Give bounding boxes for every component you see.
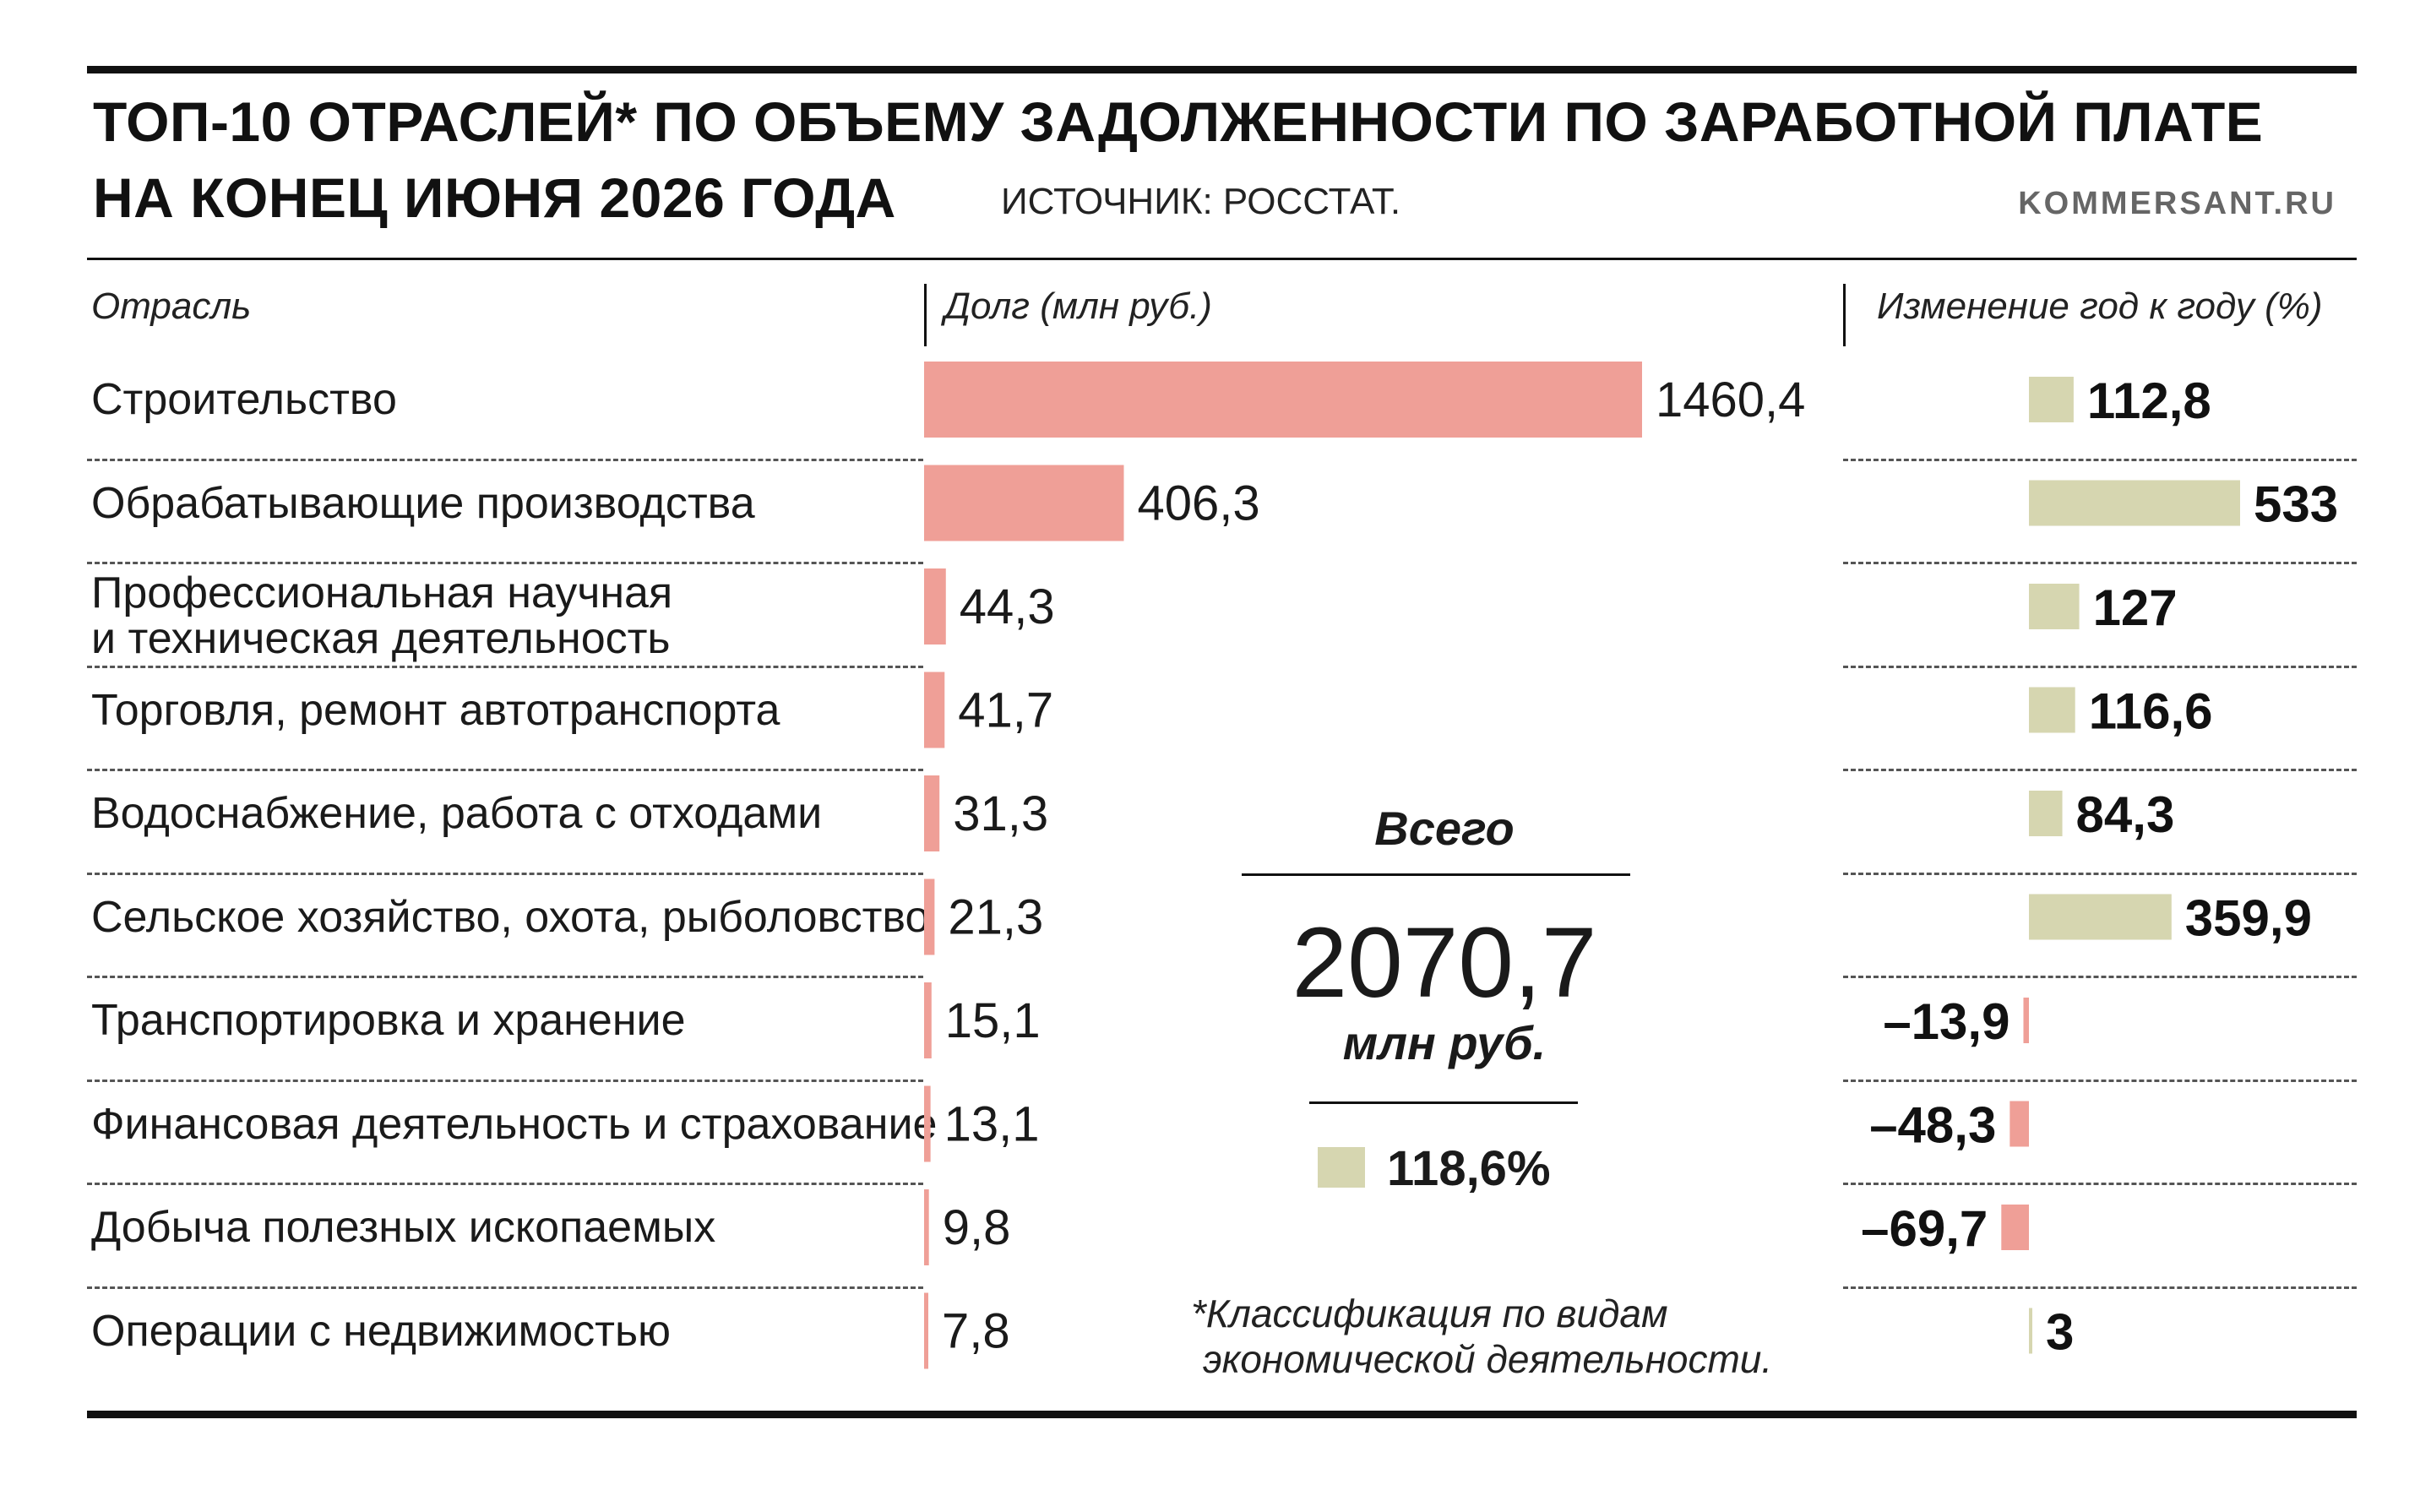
- bottom-rule: [87, 1411, 2357, 1418]
- category-label: Строительство: [91, 375, 397, 424]
- row-separator: [87, 976, 923, 978]
- change-bar: [2029, 791, 2063, 836]
- debt-value-label: 406,3: [1137, 476, 1259, 531]
- top-rule: [87, 66, 2357, 73]
- debt-bar: [924, 982, 932, 1058]
- row-separator: [1843, 1079, 2357, 1082]
- total-change-value: 118,6%: [1387, 1141, 1551, 1196]
- change-bar: [2001, 1205, 2029, 1250]
- change-bar: [2029, 584, 2080, 629]
- debt-value-label: 9,8: [943, 1200, 1011, 1255]
- row-separator: [1843, 1183, 2357, 1185]
- change-bar: [2029, 894, 2172, 940]
- debt-bar: [924, 1292, 928, 1369]
- debt-value-label: 31,3: [953, 786, 1048, 841]
- change-bar: [2029, 377, 2074, 422]
- footnote-line1: *Классификация по видам: [1191, 1292, 1668, 1335]
- debt-bar: [924, 362, 1642, 438]
- debt-value-label: 15,1: [945, 993, 1041, 1048]
- debt-column-header: Долг (млн руб.): [944, 286, 1212, 327]
- chart-title-line2: НА КОНЕЦ ИЮНЯ 2026 ГОДА: [93, 166, 896, 229]
- row-separator: [87, 562, 923, 564]
- category-label: Торговля, ремонт автотранспорта: [91, 685, 780, 735]
- debt-bar: [924, 878, 935, 955]
- change-bar: [2029, 480, 2240, 526]
- debt-value-label: 21,3: [948, 890, 1043, 945]
- category-label: Добыча полезных ископаемых: [91, 1203, 716, 1252]
- row-separator: [1843, 1286, 2357, 1289]
- row-separator: [1843, 562, 2357, 564]
- total-change-swatch: [1318, 1147, 1365, 1188]
- row-separator: [87, 1183, 923, 1185]
- debt-bar: [924, 1189, 929, 1265]
- row-separator: [87, 458, 923, 461]
- change-value-label: 359,9: [2185, 890, 2312, 947]
- debt-bar: [924, 1085, 931, 1162]
- debt-bar: [924, 465, 1124, 541]
- debt-value-label: 7,8: [942, 1304, 1010, 1359]
- change-value-label: –13,9: [1883, 993, 2010, 1050]
- footnote-line2: экономической деятельности.: [1203, 1337, 1773, 1381]
- site-credit: KOMMERSANT.RU: [2018, 186, 2336, 221]
- row-separator: [1843, 872, 2357, 875]
- row-separator: [87, 1286, 923, 1289]
- row-separator: [87, 769, 923, 771]
- change-bar: [2010, 1101, 2029, 1147]
- row-separator: [1843, 665, 2357, 668]
- change-column-header: Изменение год к году (%): [1877, 286, 2323, 327]
- row-separator: [87, 872, 923, 875]
- total-unit: млн руб.: [1342, 1016, 1547, 1069]
- change-value-label: 116,6: [2089, 683, 2213, 740]
- change-value-label: –69,7: [1861, 1200, 1988, 1257]
- category-column-header: Отрасль: [91, 286, 252, 327]
- debt-value-label: 13,1: [944, 1097, 1040, 1152]
- debt-bar: [924, 775, 940, 851]
- debt-column-separator: [924, 284, 927, 346]
- change-value-label: 127: [2093, 579, 2178, 636]
- debt-bar: [924, 672, 945, 748]
- change-value-label: 112,8: [2087, 373, 2211, 429]
- change-value-label: 533: [2254, 476, 2338, 533]
- header-rule: [87, 258, 2357, 260]
- change-bar: [2023, 998, 2029, 1043]
- total-value: 2070,7: [1292, 907, 1597, 1019]
- debt-value-label: 41,7: [958, 683, 1053, 738]
- total-divider-top: [1242, 873, 1630, 876]
- row-separator: [87, 665, 923, 668]
- category-label: Обрабатывающие производства: [91, 478, 755, 528]
- category-label: Операции с недвижимостью: [91, 1306, 672, 1356]
- change-value-label: 3: [2046, 1304, 2074, 1361]
- row-separator: [87, 1079, 923, 1082]
- change-value-label: 84,3: [2076, 786, 2175, 843]
- total-divider-bottom: [1309, 1101, 1578, 1104]
- change-value-label: –48,3: [1869, 1097, 1996, 1154]
- debt-value-label: 1460,4: [1656, 373, 1805, 427]
- category-label: Сельское хозяйство, охота, рыболовство: [91, 892, 930, 942]
- debt-bar: [924, 568, 946, 645]
- row-separator: [1843, 769, 2357, 771]
- debt-value-label: 44,3: [960, 579, 1055, 634]
- row-separator: [1843, 976, 2357, 978]
- change-bar: [2029, 1308, 2032, 1354]
- source-note: ИСТОЧНИК: РОССТАТ.: [1001, 181, 1401, 222]
- total-label: Всего: [1374, 802, 1515, 855]
- category-label: Транспортировка и хранение: [91, 996, 686, 1045]
- chart-title-line1: ТОП-10 ОТРАСЛЕЙ* ПО ОБЪЕМУ ЗАДОЛЖЕННОСТИ…: [93, 90, 2264, 153]
- category-label: Финансовая деятельность и страхование: [91, 1099, 938, 1149]
- row-separator: [1843, 458, 2357, 461]
- change-bar: [2029, 687, 2075, 733]
- category-label: Водоснабжение, работа с отходами: [91, 789, 823, 838]
- change-column-separator: [1843, 284, 1846, 346]
- category-label: Профессиональная научная и техническая д…: [91, 568, 673, 663]
- footnote: *Классификация по видам экономической де…: [1191, 1291, 1772, 1382]
